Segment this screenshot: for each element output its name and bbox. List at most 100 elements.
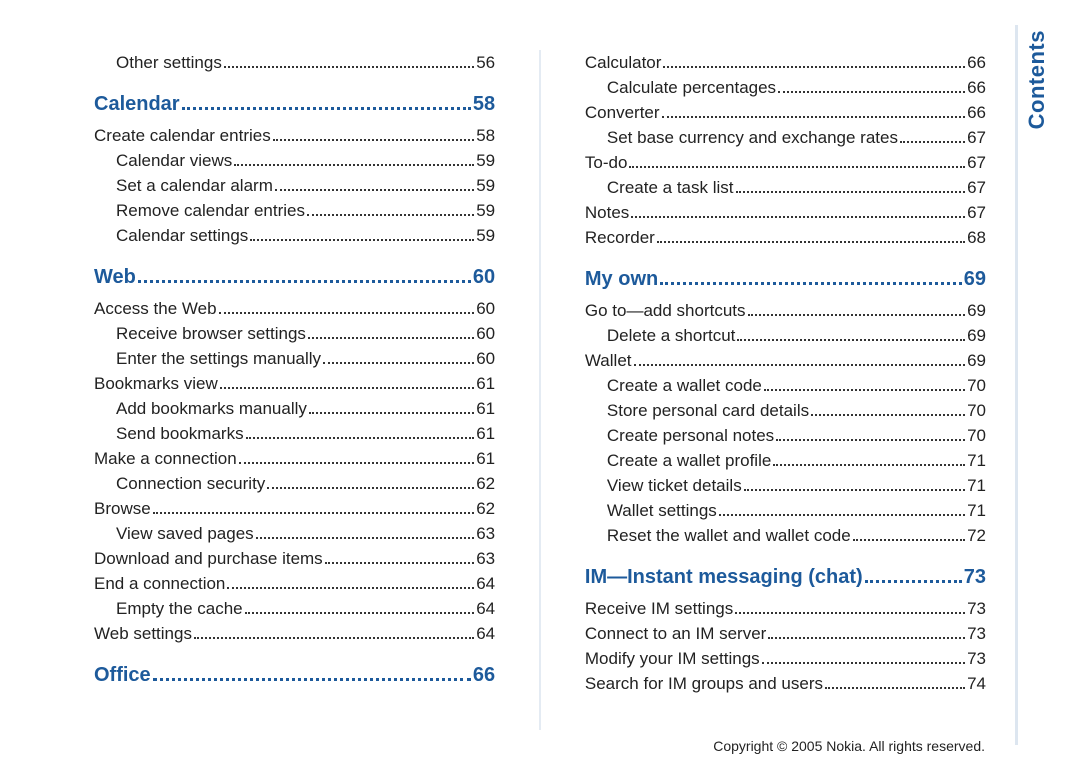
toc-item[interactable]: Modify your IM settings73 xyxy=(585,646,986,671)
toc-item[interactable]: Notes67 xyxy=(585,200,986,225)
toc-leader-dots xyxy=(719,504,965,516)
toc-item[interactable]: Receive browser settings60 xyxy=(94,321,495,346)
toc-leader-dots xyxy=(631,206,965,218)
column-right: Calculator66Calculate percentages66Conve… xyxy=(581,50,990,730)
toc-item[interactable]: Bookmarks view61 xyxy=(94,371,495,396)
toc-item[interactable]: Delete a shortcut69 xyxy=(585,323,986,348)
toc-item[interactable]: Wallet settings71 xyxy=(585,498,986,523)
toc-page-number: 73 xyxy=(964,560,986,594)
toc-leader-dots xyxy=(323,352,474,364)
toc-leader-dots xyxy=(182,95,471,110)
toc-page-number: 73 xyxy=(967,596,986,621)
toc-label: View ticket details xyxy=(607,473,742,498)
toc-item[interactable]: Remove calendar entries59 xyxy=(94,198,495,223)
toc-page-number: 61 xyxy=(476,446,495,471)
toc-label: Create a task list xyxy=(607,175,734,200)
toc-label: Calendar views xyxy=(116,148,232,173)
toc-item[interactable]: Recorder68 xyxy=(585,225,986,250)
toc-page-number: 66 xyxy=(473,658,495,692)
toc-label: Store personal card details xyxy=(607,398,809,423)
toc-leader-dots xyxy=(811,404,965,416)
toc-page-number: 61 xyxy=(476,396,495,421)
toc-page-number: 60 xyxy=(473,260,495,294)
toc-label: Receive IM settings xyxy=(585,596,733,621)
toc-item[interactable]: Create a task list67 xyxy=(585,175,986,200)
toc-item[interactable]: End a connection64 xyxy=(94,571,495,596)
column-separator xyxy=(539,50,541,730)
toc-item[interactable]: Connect to an IM server73 xyxy=(585,621,986,646)
toc-label: Create personal notes xyxy=(607,423,774,448)
toc-item[interactable]: Empty the cache64 xyxy=(94,596,495,621)
toc-item[interactable]: Create a wallet profile71 xyxy=(585,448,986,473)
toc-label: Delete a shortcut xyxy=(607,323,736,348)
toc-item[interactable]: Web settings64 xyxy=(94,621,495,646)
toc-item[interactable]: Calendar views59 xyxy=(94,148,495,173)
toc-chapter[interactable]: IM—Instant messaging (chat)73 xyxy=(585,560,986,594)
toc-label: Download and purchase items xyxy=(94,546,323,571)
toc-page-number: 70 xyxy=(967,373,986,398)
toc-item[interactable]: Receive IM settings 73 xyxy=(585,596,986,621)
toc-item[interactable]: Create a wallet code70 xyxy=(585,373,986,398)
toc-label: Reset the wallet and wallet code xyxy=(607,523,851,548)
toc-leader-dots xyxy=(773,454,965,466)
toc-page-number: 61 xyxy=(476,371,495,396)
toc-item[interactable]: Set base currency and exchange rates67 xyxy=(585,125,986,150)
toc-label: Wallet xyxy=(585,348,632,373)
toc-leader-dots xyxy=(325,552,475,564)
side-tab-contents: Contents xyxy=(1024,30,1050,129)
toc-page-number: 67 xyxy=(967,200,986,225)
toc-label: Other settings xyxy=(116,50,222,75)
toc-item[interactable]: Reset the wallet and wallet code72 xyxy=(585,523,986,548)
toc-item[interactable]: Converter66 xyxy=(585,100,986,125)
toc-item[interactable]: Connection security62 xyxy=(94,471,495,496)
toc-item[interactable]: Access the Web60 xyxy=(94,296,495,321)
toc-item[interactable]: Other settings 56 xyxy=(94,50,495,75)
toc-label: Enter the settings manually xyxy=(116,346,321,371)
toc-leader-dots xyxy=(239,452,474,464)
toc-item[interactable]: Download and purchase items 63 xyxy=(94,546,495,571)
toc-item[interactable]: Add bookmarks manually61 xyxy=(94,396,495,421)
toc-chapter[interactable]: Calendar58 xyxy=(94,87,495,121)
toc-page-number: 63 xyxy=(476,521,495,546)
toc-page-number: 63 xyxy=(476,546,495,571)
toc-item[interactable]: Go to—add shortcuts69 xyxy=(585,298,986,323)
toc-leader-dots xyxy=(275,179,474,191)
toc-chapter[interactable]: My own 69 xyxy=(585,262,986,296)
toc-page-number: 66 xyxy=(967,50,986,75)
toc-leader-dots xyxy=(778,81,965,93)
toc-item[interactable]: Calendar settings59 xyxy=(94,223,495,248)
toc-page-number: 64 xyxy=(476,571,495,596)
toc-item[interactable]: Create calendar entries58 xyxy=(94,123,495,148)
toc-chapter[interactable]: Office66 xyxy=(94,658,495,692)
toc-item[interactable]: Browse62 xyxy=(94,496,495,521)
toc-leader-dots xyxy=(853,529,965,541)
toc-item[interactable]: Make a connection61 xyxy=(94,446,495,471)
toc-leader-dots xyxy=(138,268,471,283)
toc-item[interactable]: Wallet69 xyxy=(585,348,986,373)
toc-item[interactable]: Enter the settings manually60 xyxy=(94,346,495,371)
toc-chapter[interactable]: Web60 xyxy=(94,260,495,294)
toc-page-number: 71 xyxy=(967,473,986,498)
toc-item[interactable]: Send bookmarks61 xyxy=(94,421,495,446)
toc-item[interactable]: Search for IM groups and users74 xyxy=(585,671,986,696)
toc-item[interactable]: Store personal card details70 xyxy=(585,398,986,423)
toc-item[interactable]: To-do67 xyxy=(585,150,986,175)
toc-label: My own xyxy=(585,262,658,296)
toc-item[interactable]: Calculate percentages66 xyxy=(585,75,986,100)
toc-page-number: 68 xyxy=(967,225,986,250)
toc-page-number: 59 xyxy=(476,173,495,198)
toc-item[interactable]: Create personal notes70 xyxy=(585,423,986,448)
toc-leader-dots xyxy=(737,329,965,341)
toc-item[interactable]: Set a calendar alarm59 xyxy=(94,173,495,198)
toc-columns: Other settings 56 Calendar58Create calenda… xyxy=(90,50,990,730)
toc-leader-dots xyxy=(273,129,474,141)
toc-item[interactable]: View saved pages63 xyxy=(94,521,495,546)
toc-page-number: 69 xyxy=(964,262,986,296)
toc-item[interactable]: Calculator66 xyxy=(585,50,986,75)
toc-leader-dots xyxy=(748,304,966,316)
toc-label: Remove calendar entries xyxy=(116,198,305,223)
toc-leader-dots xyxy=(629,156,965,168)
toc-item[interactable]: View ticket details 71 xyxy=(585,473,986,498)
toc-label: Send bookmarks xyxy=(116,421,244,446)
toc-page-number: 56 xyxy=(476,50,495,75)
